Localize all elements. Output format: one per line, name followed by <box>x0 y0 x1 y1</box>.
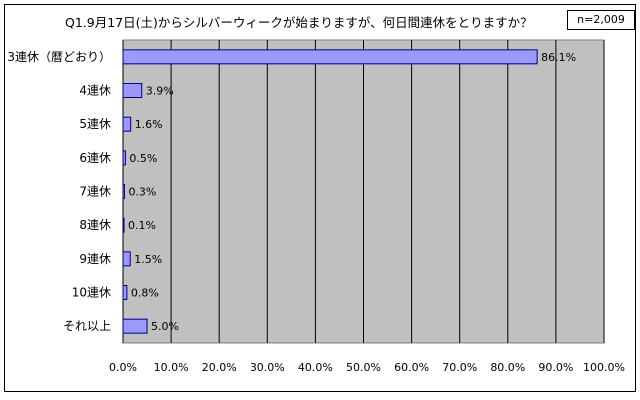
chart-title: Q1.9月17日(土)からシルバーウィークが始まりますが、何日間連休をとりますか… <box>65 15 533 30</box>
x-tick-label: 60.0% <box>394 361 429 374</box>
data-label: 0.3% <box>128 186 156 199</box>
bar <box>122 285 128 300</box>
data-label: 0.1% <box>128 219 156 232</box>
x-tick-label: 90.0% <box>538 361 573 374</box>
bar <box>122 318 148 334</box>
data-label: 86.1% <box>541 51 576 64</box>
category-label: 3連休（暦どおり） <box>7 50 111 64</box>
bar <box>122 251 131 267</box>
sample-size-badge: n=2,009 <box>567 10 635 30</box>
x-tick-label: 80.0% <box>490 361 525 374</box>
category-label: 6連休 <box>79 151 111 165</box>
data-label: 0.8% <box>131 287 159 300</box>
bar <box>122 217 125 233</box>
x-tick-label: 50.0% <box>346 361 381 374</box>
bar <box>122 83 143 98</box>
data-label: 0.5% <box>129 152 157 165</box>
data-label: 5.0% <box>151 320 179 333</box>
bar <box>122 150 126 166</box>
data-label: 3.9% <box>146 85 174 98</box>
category-label: 10連休 <box>72 286 111 300</box>
category-label: 5連休 <box>79 117 111 131</box>
x-tick-label: 10.0% <box>154 361 189 374</box>
category-label: それ以上 <box>63 319 111 333</box>
data-label: 1.5% <box>134 253 162 266</box>
category-label: 9連休 <box>79 252 111 266</box>
category-label: 4連休 <box>79 84 111 98</box>
x-tick-label: 100.0% <box>583 361 625 374</box>
category-label: 7連休 <box>79 185 111 199</box>
data-label: 1.6% <box>135 118 163 131</box>
x-tick-label: 70.0% <box>442 361 477 374</box>
x-tick-label: 30.0% <box>250 361 285 374</box>
x-tick-label: 0.0% <box>109 361 137 374</box>
bar <box>122 184 125 199</box>
category-label: 8連休 <box>79 218 111 232</box>
x-tick-label: 20.0% <box>202 361 237 374</box>
x-tick-label: 40.0% <box>298 361 333 374</box>
bar <box>122 116 132 132</box>
bar <box>122 49 538 65</box>
